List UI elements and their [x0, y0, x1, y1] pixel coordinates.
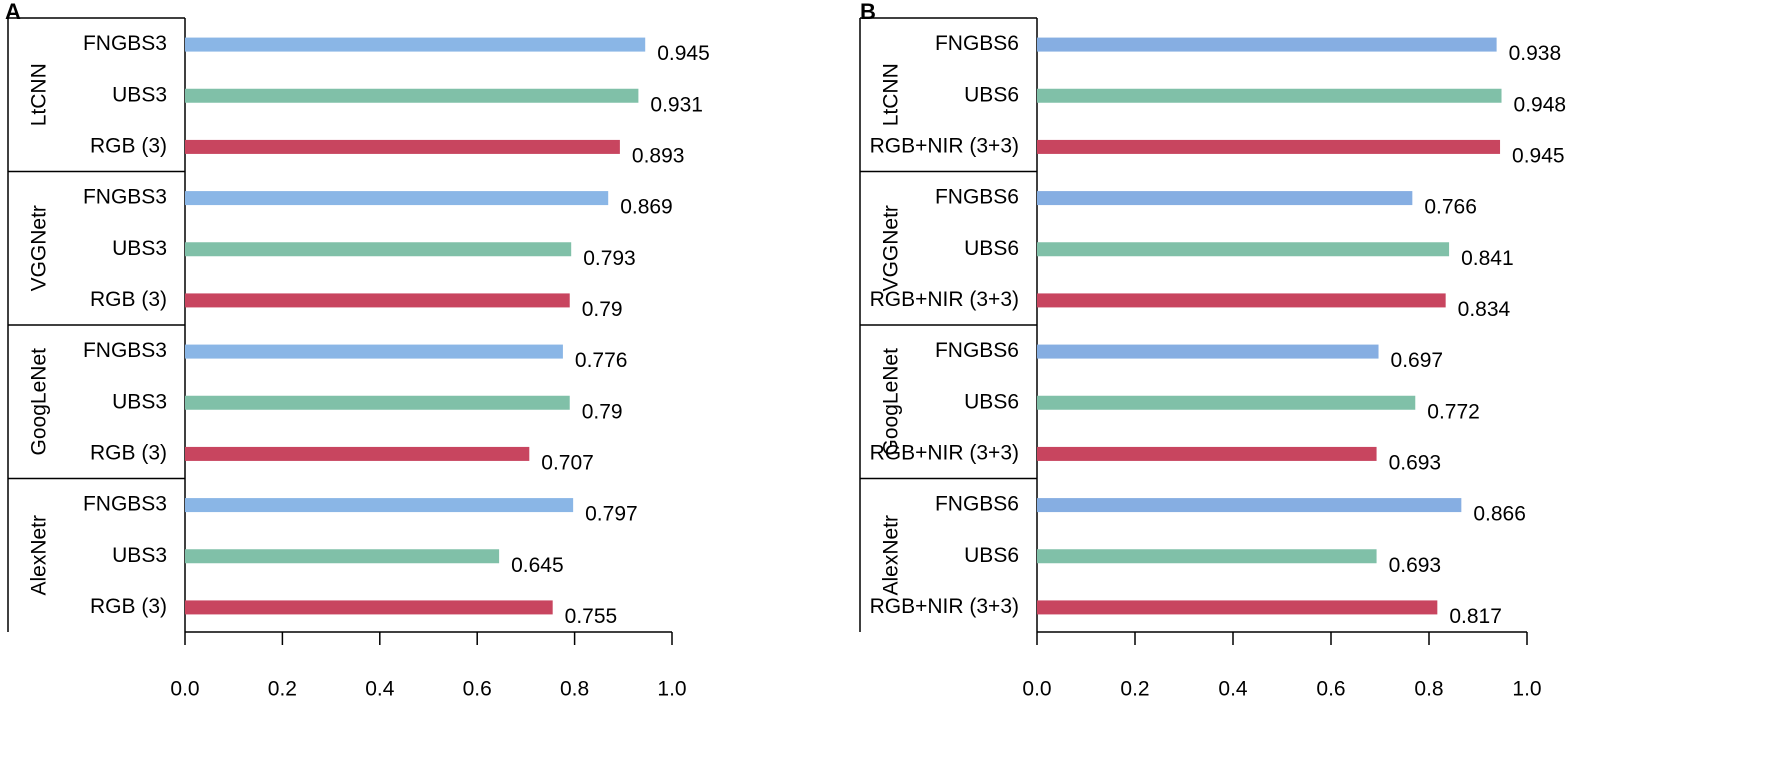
row-label: FNGBS3	[83, 186, 167, 209]
bar	[185, 293, 570, 308]
row-label: FNGBS3	[83, 339, 167, 362]
bar	[1037, 293, 1446, 308]
value-label: 0.841	[1461, 247, 1514, 270]
row-label: RGB+NIR (3+3)	[870, 134, 1019, 157]
value-label: 0.817	[1449, 605, 1502, 628]
value-label: 0.793	[583, 247, 636, 270]
row-label: FNGBS3	[83, 32, 167, 55]
bar	[1037, 242, 1450, 257]
value-label: 0.693	[1389, 451, 1442, 474]
x-tick-label: 0.0	[1022, 678, 1051, 701]
value-label: 0.931	[650, 93, 703, 116]
group-label: AlexNetr	[880, 515, 903, 596]
x-tick-label: 0.2	[1120, 678, 1149, 701]
value-label: 0.693	[1389, 554, 1442, 577]
bar	[185, 191, 609, 206]
row-label: UBS6	[964, 544, 1019, 567]
bar	[185, 88, 639, 103]
group-label: VGGNetr	[28, 205, 51, 291]
x-tick-label: 0.6	[463, 678, 492, 701]
group-label: AlexNetr	[28, 515, 51, 596]
value-label: 0.834	[1458, 298, 1511, 321]
value-label: 0.79	[582, 400, 623, 423]
row-label: RGB+NIR (3+3)	[870, 595, 1019, 618]
value-label: 0.79	[582, 298, 623, 321]
value-label: 0.645	[511, 554, 564, 577]
bar	[185, 549, 500, 564]
value-label: 0.869	[620, 196, 673, 219]
value-label: 0.948	[1514, 93, 1567, 116]
row-label: FNGBS6	[935, 339, 1019, 362]
bar	[185, 446, 530, 461]
bar	[1037, 600, 1438, 615]
group-label: LtCNN	[28, 63, 51, 126]
bar	[185, 600, 553, 615]
bar	[1037, 395, 1416, 410]
x-tick-label: 0.4	[1218, 678, 1248, 701]
x-tick-label: 0.0	[170, 678, 199, 701]
value-label: 0.938	[1509, 42, 1562, 65]
bar	[185, 242, 572, 257]
row-label: UBS3	[112, 237, 167, 260]
group-label: GoogLeNet	[880, 348, 903, 456]
row-label: UBS3	[112, 83, 167, 106]
value-label: 0.945	[1512, 144, 1565, 167]
value-label: 0.697	[1391, 349, 1444, 372]
x-tick-label: 1.0	[1512, 678, 1541, 701]
row-label: UBS6	[964, 237, 1019, 260]
group-label: VGGNetr	[880, 205, 903, 291]
value-label: 0.866	[1473, 503, 1526, 526]
bar	[1037, 139, 1501, 154]
x-tick-label: 1.0	[657, 678, 686, 701]
group-label: GoogLeNet	[28, 348, 51, 456]
row-label: RGB+NIR (3+3)	[870, 441, 1019, 464]
row-label: RGB (3)	[90, 441, 167, 464]
value-label: 0.945	[657, 42, 710, 65]
x-tick-label: 0.8	[1414, 678, 1443, 701]
row-label: FNGBS6	[935, 493, 1019, 516]
bar	[1037, 498, 1462, 513]
value-label: 0.776	[575, 349, 628, 372]
x-tick-label: 0.4	[365, 678, 395, 701]
x-tick-label: 0.2	[268, 678, 297, 701]
bar	[185, 37, 646, 52]
bar	[1037, 88, 1502, 103]
value-label: 0.766	[1424, 196, 1477, 219]
value-label: 0.772	[1427, 400, 1480, 423]
row-label: RGB (3)	[90, 288, 167, 311]
row-label: UBS6	[964, 390, 1019, 413]
group-label: LtCNN	[880, 63, 903, 126]
bar	[1037, 549, 1377, 564]
value-label: 0.755	[565, 605, 618, 628]
bar	[185, 395, 570, 410]
value-label: 0.893	[632, 144, 685, 167]
x-tick-label: 0.6	[1316, 678, 1345, 701]
x-tick-label: 0.8	[560, 678, 589, 701]
bar	[1037, 191, 1413, 206]
row-label: RGB (3)	[90, 134, 167, 157]
bar	[185, 344, 563, 359]
row-label: FNGBS6	[935, 186, 1019, 209]
row-label: UBS6	[964, 83, 1019, 106]
row-label: UBS3	[112, 390, 167, 413]
value-label: 0.797	[585, 503, 638, 526]
bar	[1037, 344, 1379, 359]
bar	[1037, 446, 1377, 461]
bar	[185, 498, 574, 513]
row-label: FNGBS3	[83, 493, 167, 516]
panel-label: B	[860, 0, 876, 24]
bar	[185, 139, 620, 154]
row-label: FNGBS6	[935, 32, 1019, 55]
row-label: RGB (3)	[90, 595, 167, 618]
row-label: UBS3	[112, 544, 167, 567]
bar	[1037, 37, 1497, 52]
value-label: 0.707	[541, 451, 594, 474]
row-label: RGB+NIR (3+3)	[870, 288, 1019, 311]
